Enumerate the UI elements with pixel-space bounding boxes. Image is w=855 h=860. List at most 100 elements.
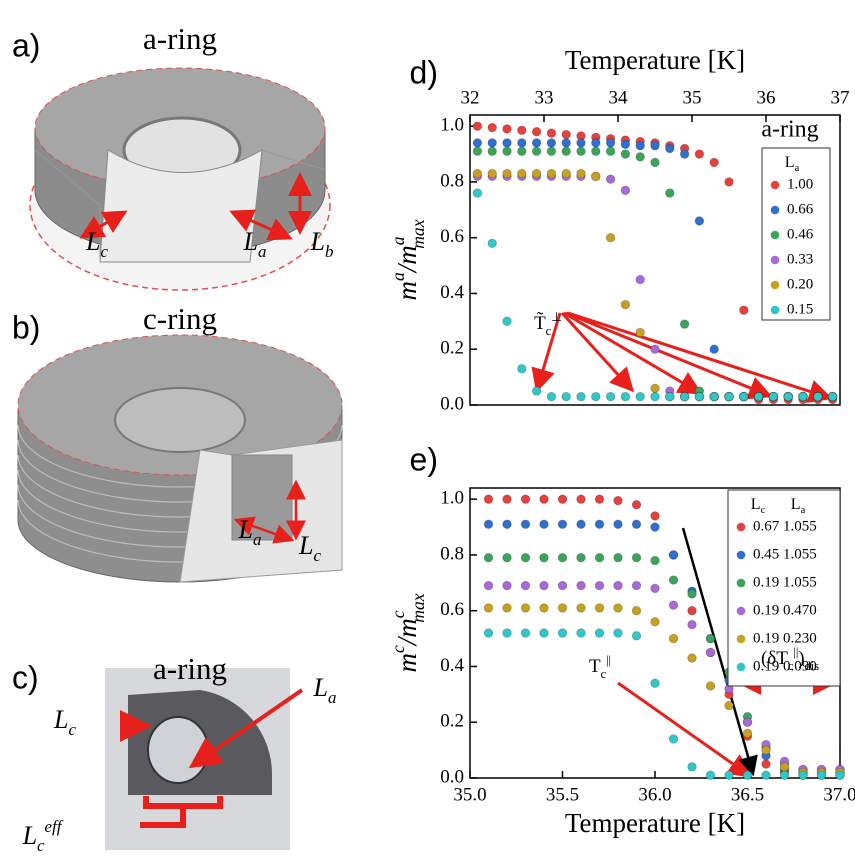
data-point: [783, 391, 793, 402]
annotation: T̃c⊥: [534, 310, 562, 338]
data-point: [483, 580, 494, 591]
data-point: [520, 628, 531, 638]
annotation-part: ): [798, 648, 804, 669]
data-point: [665, 391, 675, 402]
data-point: [761, 759, 771, 769]
x-tick-label: 37.0: [823, 784, 855, 805]
legend-swatch: [736, 578, 746, 588]
data-point: [531, 168, 542, 179]
data-point: [694, 216, 705, 226]
data-point: [679, 149, 690, 159]
legend-title: Lc: [751, 496, 766, 516]
data-point: [635, 327, 645, 338]
data-point: [594, 494, 605, 504]
data-point: [761, 745, 771, 755]
y-tick-label: 0.0: [440, 393, 464, 414]
data-point: [650, 157, 660, 168]
data-point: [594, 553, 605, 563]
data-point: [576, 603, 586, 613]
data-point: [613, 603, 623, 613]
y-tick-label: 0.0: [440, 766, 464, 787]
dimension-label: Lc: [298, 531, 321, 565]
data-point: [709, 157, 719, 168]
data-point: [668, 550, 679, 560]
data-point: [742, 728, 753, 739]
data-point: [539, 603, 549, 613]
dimension-label-part: L: [313, 673, 328, 702]
legend-title-part: L: [751, 496, 761, 513]
data-point: [502, 628, 512, 638]
data-point: [472, 138, 483, 148]
data-point: [709, 344, 719, 354]
data-point: [827, 391, 838, 402]
c-ring-diagram: [17, 334, 343, 583]
data-point: [605, 138, 616, 148]
data-point: [594, 519, 605, 529]
data-point: [517, 364, 527, 374]
legend-title-part: a: [801, 505, 806, 516]
x-tick-label: 35.5: [546, 784, 579, 805]
dimension-label: Lceff: [22, 817, 64, 855]
data-point: [705, 647, 716, 658]
data-point: [576, 146, 586, 156]
annotation-part: c: [788, 659, 794, 673]
data-point: [502, 138, 512, 148]
data-point: [539, 553, 549, 563]
data-point: [591, 171, 601, 182]
panel-letter: b): [12, 309, 40, 345]
data-point: [631, 519, 642, 529]
legend-swatch: [736, 634, 746, 644]
dimension-label-part: L: [22, 821, 37, 850]
y-axis-label: mc/mcmax: [388, 593, 428, 672]
data-point: [665, 188, 675, 198]
data-point: [739, 391, 749, 402]
x-tick-label: 36: [757, 87, 776, 108]
y-axis-label-part: m: [392, 653, 422, 673]
annotation-part: dis: [805, 659, 820, 673]
data-point: [539, 494, 549, 504]
data-point: [631, 605, 642, 616]
legend-label: 1.00: [787, 176, 813, 192]
data-point: [709, 391, 719, 402]
legend-label: 0.45 1.055: [753, 546, 817, 562]
data-point: [779, 770, 790, 780]
data-point: [694, 391, 705, 402]
data-point: [472, 121, 483, 131]
data-point: [472, 188, 483, 198]
data-point: [650, 391, 660, 402]
data-point: [546, 391, 557, 402]
y-axis-label-part: max: [408, 593, 428, 622]
data-point: [487, 238, 497, 248]
legend-label: 0.20: [787, 276, 813, 292]
data-point: [487, 122, 497, 133]
data-point: [761, 770, 771, 780]
data-point: [687, 589, 697, 599]
data-point: [517, 146, 527, 156]
data-point: [620, 299, 631, 310]
dimension-label-part: c: [68, 720, 76, 739]
dimension-label-part: eff: [45, 817, 64, 836]
data-point: [665, 143, 675, 154]
dimension-label: Lc: [85, 227, 108, 261]
data-point: [779, 762, 790, 772]
data-point: [679, 319, 690, 329]
dimension-label: Lc: [53, 705, 76, 739]
data-point: [591, 391, 601, 402]
dimension-label: La: [238, 515, 262, 549]
data-point: [620, 185, 631, 195]
data-point: [561, 168, 571, 179]
legend-label: 0.33: [787, 251, 813, 267]
a-ring-photo: [105, 668, 304, 850]
dimension-label-part: L: [85, 227, 100, 256]
data-point: [668, 633, 679, 644]
dimension-label-part: c: [100, 242, 108, 261]
legend-swatch: [770, 305, 780, 315]
dimension-label-part: a: [258, 242, 266, 261]
dimension-label-part: b: [325, 242, 333, 261]
data-point: [576, 519, 586, 529]
y-axis-label-part: a: [388, 236, 408, 245]
data-point: [557, 580, 568, 591]
panel-title: a-ring: [143, 21, 217, 56]
data-point: [531, 127, 542, 137]
